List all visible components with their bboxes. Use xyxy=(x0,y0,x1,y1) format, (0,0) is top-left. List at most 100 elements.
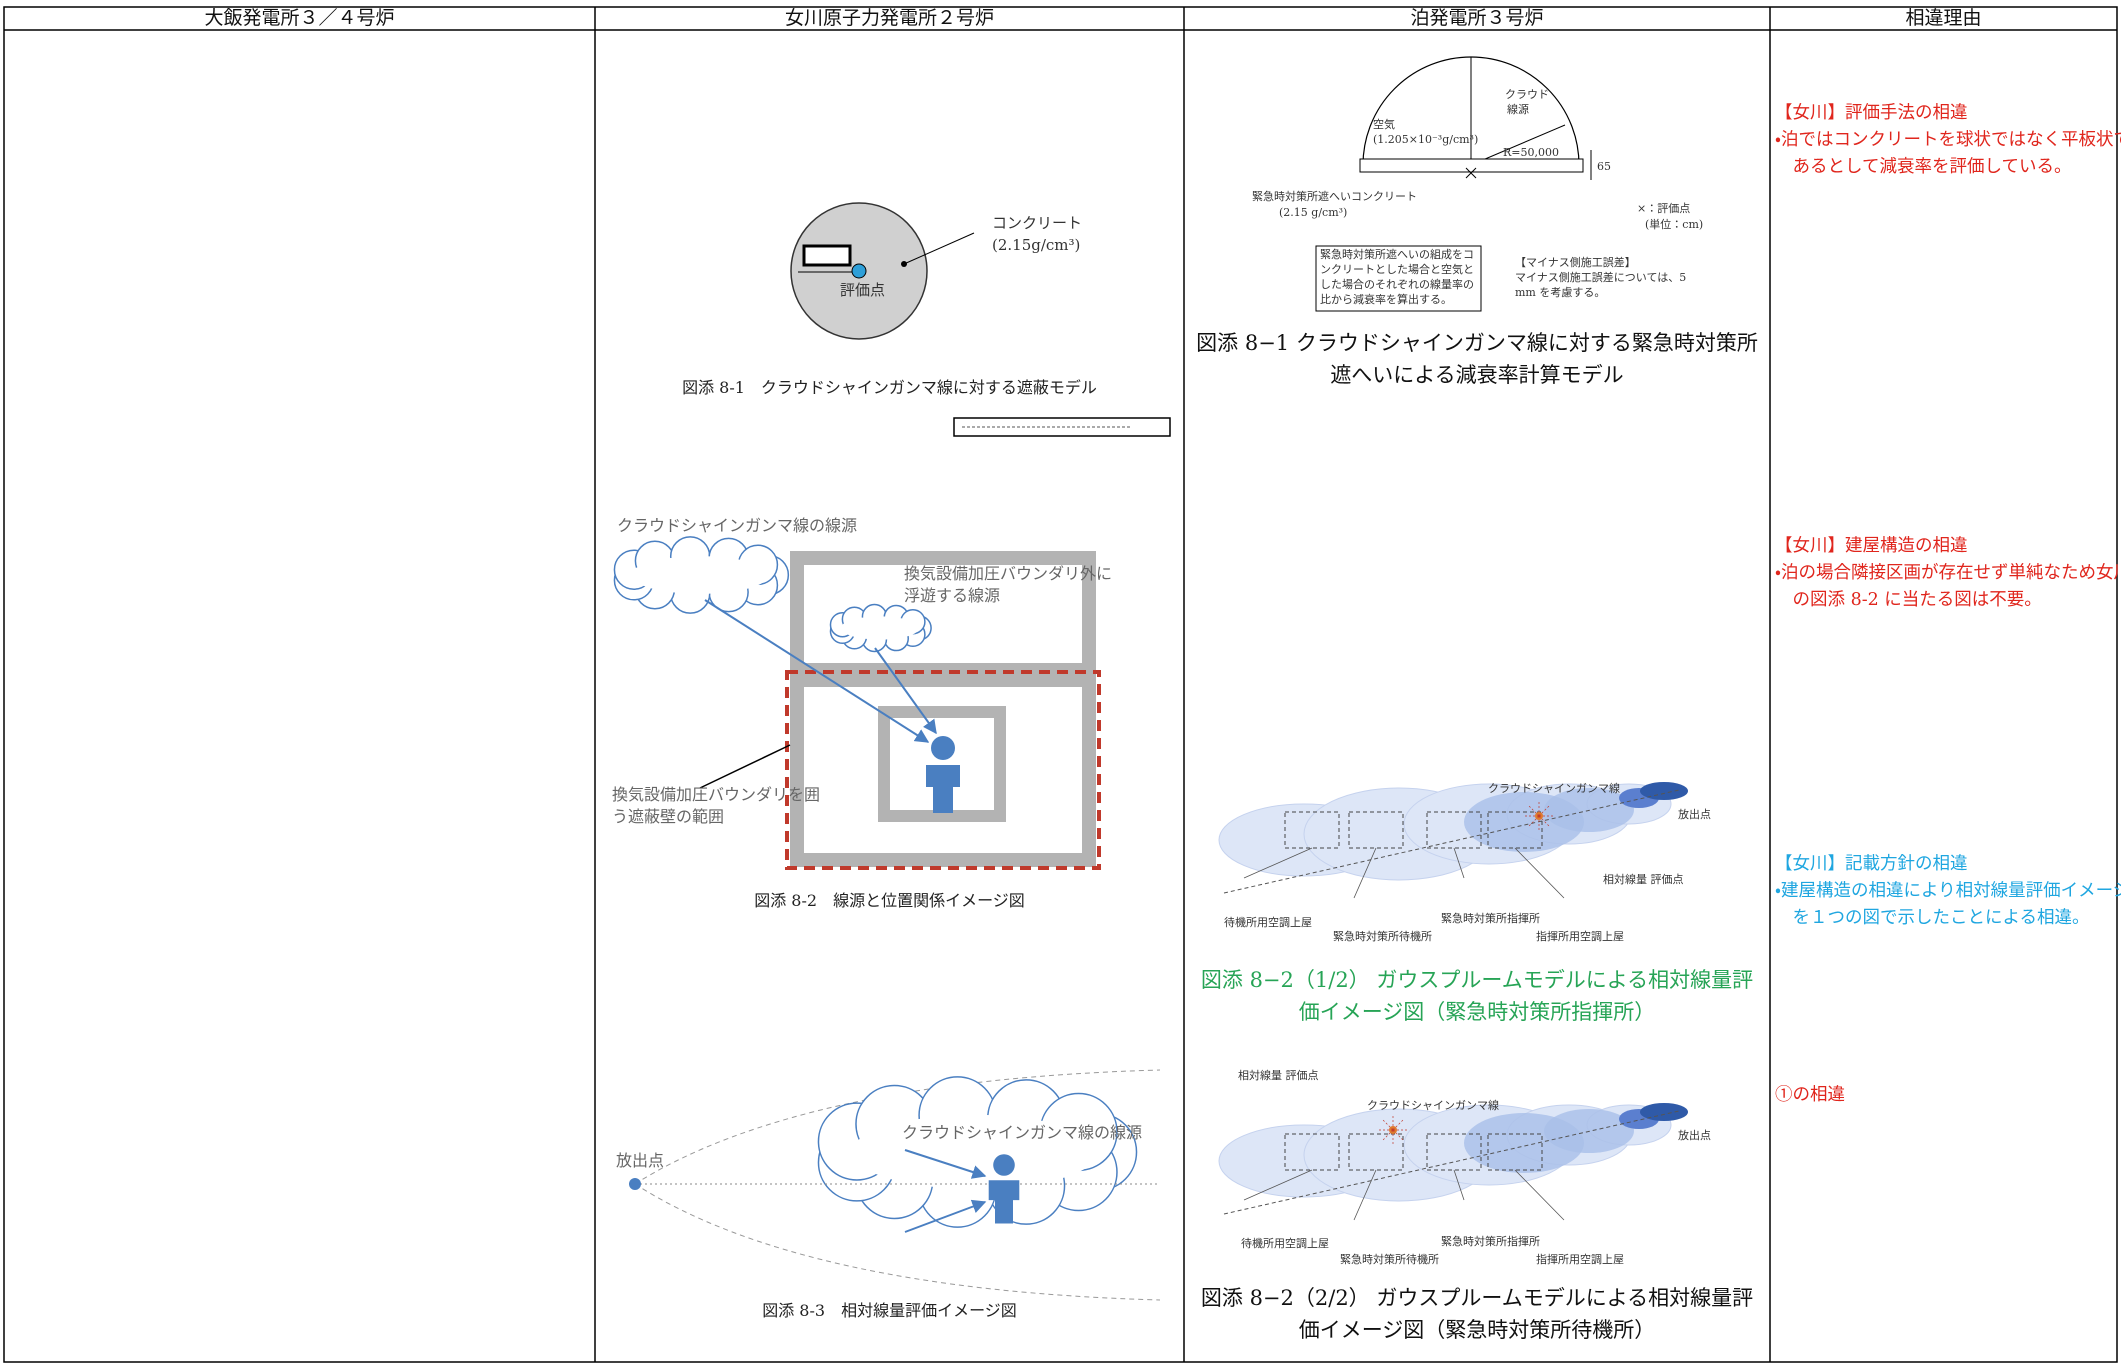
leader xyxy=(903,232,975,265)
table-border xyxy=(3,6,2118,1363)
figure-caption: 図添 8-2 線源と位置関係イメージ図 xyxy=(754,891,1025,910)
leader xyxy=(1353,847,1377,899)
building-box xyxy=(1348,1133,1404,1171)
column-header: 大飯発電所３／４号炉 xyxy=(204,7,395,29)
leader xyxy=(1243,847,1313,879)
leader xyxy=(1453,847,1465,879)
label: 65 xyxy=(1597,160,1611,173)
label: (1.205×10⁻³g/cm³) xyxy=(1373,133,1479,146)
cloud-body xyxy=(851,1114,1099,1190)
reason-text: ・泊ではコンクリートを球状ではなく平板状であるとして減衰率を評価している。 xyxy=(1775,130,2121,178)
label: 相対線量 評価点 xyxy=(1603,873,1684,886)
building-box xyxy=(1487,811,1543,849)
label: 放出点 xyxy=(616,1151,665,1170)
label: 待機所用空調上屋 xyxy=(1224,916,1312,929)
column-header: 泊発電所３号炉 xyxy=(1410,7,1544,29)
label: クラウドシャインガンマ線の線源 xyxy=(902,1123,1143,1142)
ray xyxy=(874,647,937,735)
label: クラウドシャインガンマ線の線源 xyxy=(617,516,858,535)
figure-caption: 図添 8−1 クラウドシャインガンマ線に対する緊急時対策所遮へいによる減衰率計算… xyxy=(1196,331,1758,387)
label: 評価点 xyxy=(840,281,886,299)
label: ×：評価点 xyxy=(1637,202,1691,215)
label: 放出点 xyxy=(1678,1129,1711,1142)
label: 【マイナス側施工誤差】 xyxy=(1515,256,1636,269)
label: (単位：cm) xyxy=(1645,218,1704,231)
concrete-slab xyxy=(1359,158,1584,173)
release-point xyxy=(629,1178,641,1190)
reason-heading: ①の相違 xyxy=(1775,1085,1845,1105)
column-header: 女川原子力発電所２号炉 xyxy=(784,7,994,29)
lower-wall xyxy=(790,673,1096,867)
ray xyxy=(704,599,930,743)
reason-heading: 【女川】建屋構造の相違 xyxy=(1775,536,1968,556)
plume-core xyxy=(1640,782,1688,800)
leader xyxy=(1243,1169,1313,1201)
reason-heading: 【女川】記載方針の相違 xyxy=(1775,854,1968,874)
cloud-body xyxy=(840,616,920,640)
note-box xyxy=(1315,245,1482,312)
building-box xyxy=(1284,811,1340,849)
plume-axis xyxy=(1223,1110,1680,1215)
label: 指揮所用空調上屋 xyxy=(1536,1253,1624,1266)
building-box xyxy=(1426,811,1482,849)
leader xyxy=(1453,1169,1465,1201)
radius xyxy=(1470,124,1566,166)
person-head xyxy=(931,736,955,760)
plume-core xyxy=(1640,1103,1688,1121)
label: 緊急時対策所遮へいの組成をコンクリートとした場合と空気とした場合のそれぞれの線量… xyxy=(1320,248,1474,306)
leader-dot xyxy=(901,261,907,267)
cloud-body xyxy=(631,556,769,594)
label: クラウドシャインガンマ線 xyxy=(1488,782,1620,795)
ray xyxy=(904,1149,987,1179)
label: 換気設備加圧バウンダリ外に浮遊する線源 xyxy=(904,564,1113,606)
label: 緊急時対策所遮へいコンクリート xyxy=(1252,190,1417,203)
building-box xyxy=(1284,1133,1340,1171)
reason-text: ・泊の場合隣接区画が存在せず単純なため女川の図添 8-2 に当たる図は不要。 xyxy=(1775,563,2121,611)
label: 空気 xyxy=(1373,118,1395,131)
upper-wall xyxy=(790,551,1096,677)
building-box xyxy=(1348,811,1404,849)
label: コンクリート xyxy=(992,214,1083,232)
eval-mark xyxy=(1465,167,1477,179)
label: 待機所用空調上屋 xyxy=(1241,1237,1329,1250)
leader xyxy=(1514,1169,1565,1221)
figure-caption: 図添 8-1 クラウドシャインガンマ線に対する遮蔽モデル xyxy=(682,378,1097,397)
label: 緊急時対策所待機所 xyxy=(1340,1253,1439,1266)
label: 緊急時対策所指揮所 xyxy=(1441,912,1540,925)
ray xyxy=(904,1199,987,1233)
note-box xyxy=(953,417,1171,437)
person-body xyxy=(926,765,960,813)
label: R=50,000 xyxy=(1503,146,1559,159)
inner-wall xyxy=(878,706,1006,822)
boundary xyxy=(785,670,1101,870)
label: 換気設備加圧バウンダリを囲う遮蔽壁の範囲 xyxy=(612,785,821,827)
label: マイナス側施工誤差については、5 mm を考慮する。 xyxy=(1515,271,1687,299)
evaluation-point xyxy=(851,263,867,279)
leader xyxy=(699,744,791,789)
person-body xyxy=(988,1180,1020,1224)
figure-caption: 図添 8-3 相対線量評価イメージ図 xyxy=(762,1301,1017,1320)
label: 指揮所用空調上屋 xyxy=(1536,930,1624,943)
label: 緊急時対策所待機所 xyxy=(1333,930,1432,943)
plume-axis xyxy=(1223,789,1680,894)
figure-caption: 図添 8−2（1/2） ガウスプルームモデルによる相対線量評価イメージ図（緊急時… xyxy=(1200,968,1754,1024)
label: クラウド xyxy=(1505,88,1549,101)
column-header: 相違理由 xyxy=(1905,7,1982,29)
person-head xyxy=(993,1154,1015,1176)
figure-caption: 図添 8−2（2/2） ガウスプルームモデルによる相対線量評価イメージ図（緊急時… xyxy=(1200,1286,1754,1342)
label: 線源 xyxy=(1507,103,1529,116)
label: 相対線量 評価点 xyxy=(1238,1069,1319,1082)
leader xyxy=(1353,1169,1377,1221)
leader xyxy=(1514,847,1565,899)
reason-text: ・建屋構造の相違により相対線量評価イメージを１つの図で示したことによる相違。 xyxy=(1775,881,2121,929)
label: クラウドシャインガンマ線 xyxy=(1367,1099,1499,1112)
label: (2.15 g/cm³) xyxy=(1279,206,1348,219)
label: 緊急時対策所指揮所 xyxy=(1441,1235,1540,1248)
reason-heading: 【女川】評価手法の相違 xyxy=(1775,103,1968,123)
room xyxy=(802,244,852,267)
building-box xyxy=(1426,1133,1482,1171)
label: 放出点 xyxy=(1678,808,1711,821)
spread xyxy=(634,1183,1161,1301)
